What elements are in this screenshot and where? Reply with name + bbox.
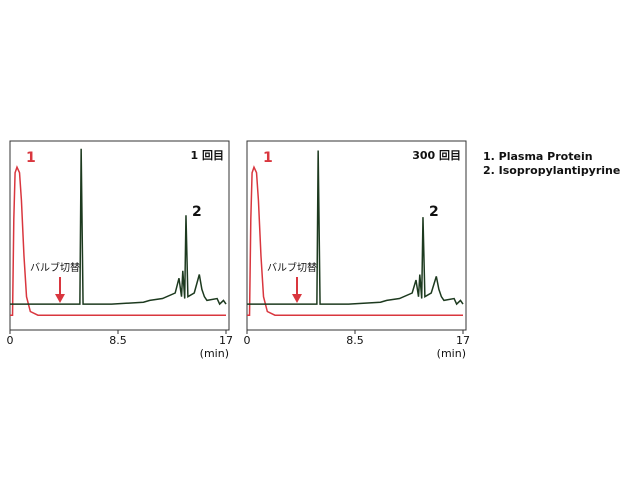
legend-entry: 1. Plasma Protein [483,150,593,163]
chart-panel: 0 8.5 17(min) 300 回目 1 2 バルブ切替 [244,140,470,360]
x-tick-label: 17 [219,334,233,347]
x-tick-label: 8.5 [346,334,364,347]
x-axis-label: (min) [437,347,466,360]
annotation: バルブ切替 [267,261,317,274]
x-tick-label: 0 [7,334,14,347]
peak-label: 2 [192,204,202,220]
x-axis-label: (min) [200,347,229,360]
x-tick-label: 17 [456,334,470,347]
trace [247,165,463,316]
trace [10,165,226,316]
peak-label: 1 [263,150,273,166]
peak-label: 2 [429,204,439,220]
trace [247,150,464,306]
plot-frame [246,140,467,331]
trace [10,148,227,306]
peak-label: 1 [26,150,36,166]
panel-title: 300 回目 [412,148,461,162]
legend-entry: 2. Isopropylantipyrine [483,164,620,177]
arrow-head [292,294,302,303]
panel-title: 1 回目 [191,148,224,162]
arrow-head [55,294,65,303]
annotation: バルブ切替 [30,261,80,274]
x-tick-label: 0 [244,334,251,347]
x-tick-label: 8.5 [109,334,127,347]
chart-panel: 0 8.5 17(min) 1 回目 1 2 バルブ切替 [7,140,233,360]
plot-frame [9,140,230,331]
